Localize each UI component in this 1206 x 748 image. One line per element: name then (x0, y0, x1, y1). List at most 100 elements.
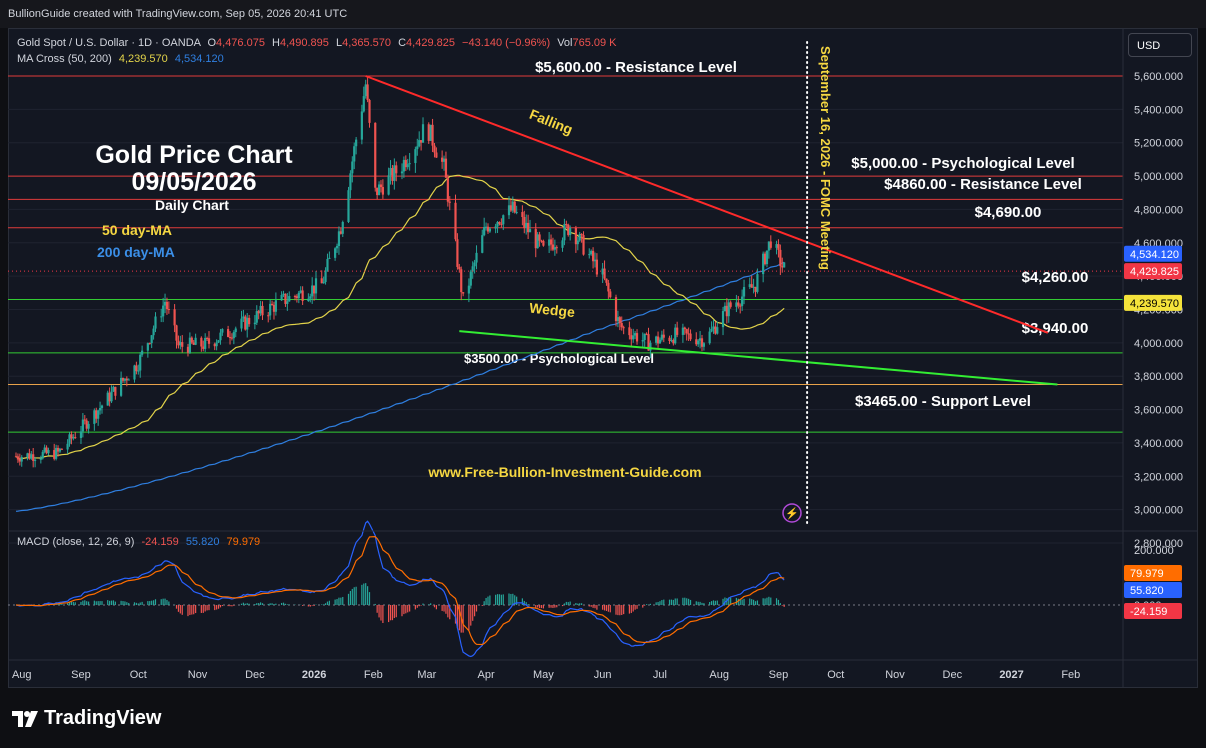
candle-body (34, 459, 37, 461)
candle-body (523, 217, 526, 228)
candle-body (645, 333, 648, 335)
time-tick-label: Aug (12, 669, 32, 681)
candle-body (421, 124, 425, 143)
candle-body (603, 268, 606, 279)
candle-body (66, 443, 69, 450)
candle-body (668, 337, 671, 342)
chart-canvas[interactable]: $5,600.00 - Resistance Level $5,000.00 - … (8, 28, 1198, 688)
candle-body (39, 458, 42, 460)
currency-button[interactable]: USD (1128, 33, 1192, 57)
time-tick-label: Nov (188, 669, 208, 681)
candle-body (165, 301, 169, 310)
candle-body (580, 233, 583, 236)
candle-body (681, 327, 684, 335)
macd-badge-bg (1124, 565, 1182, 581)
candle-body (649, 342, 652, 351)
candle-body (475, 252, 478, 263)
candle-body (607, 282, 610, 292)
macd-value: 55.820 (186, 536, 220, 548)
candle-body (714, 326, 717, 334)
candle-body (219, 332, 222, 341)
tradingview-wordmark: TradingView (44, 707, 162, 729)
candle-body (267, 315, 270, 317)
candle-body (502, 215, 505, 225)
candle-body (605, 278, 608, 283)
candle-body (548, 239, 551, 246)
candle-body (765, 250, 769, 265)
candle-body (234, 328, 237, 333)
candle-body (125, 378, 128, 381)
candle-body (741, 296, 744, 307)
candle-body (355, 139, 358, 147)
close-value: 4,429.825 (406, 37, 455, 49)
candle-body (248, 317, 251, 325)
candle-body (391, 168, 394, 181)
candle-body (320, 278, 323, 284)
candle-body (167, 309, 170, 311)
candle-body (123, 378, 127, 381)
macd-badge-bg (1124, 582, 1182, 598)
chart-frame[interactable] (8, 28, 1198, 688)
candle-body (213, 343, 216, 347)
lightning-icon[interactable]: ⚡ (782, 503, 802, 523)
level-label: $5,600.00 - Resistance Level (535, 59, 737, 76)
candle-body (112, 386, 115, 392)
candle-body (739, 305, 742, 307)
trendlines (365, 41, 1058, 526)
candle-body (471, 266, 474, 272)
candle-body (335, 245, 339, 249)
candle-body (121, 377, 125, 381)
candle-body (148, 343, 151, 345)
candle-body (616, 317, 620, 322)
ma200-path (15, 261, 785, 512)
candle-body (779, 249, 782, 267)
macd-badge-label: 55.820 (1130, 585, 1164, 597)
candle-body (549, 239, 553, 245)
candle-body (377, 184, 381, 196)
candle-body (272, 304, 276, 312)
open-value: 4,476.075 (216, 37, 265, 49)
fomc-annotation: September 16, 2026 - FOMC Meeting (818, 46, 833, 270)
time-tick-label: 2026 (302, 669, 326, 681)
attribution-text: BullionGuide created with TradingView.co… (8, 8, 348, 20)
candle-body (697, 340, 700, 345)
tradingview-logo[interactable]: TradingView (12, 707, 161, 730)
candle-body (79, 431, 83, 438)
candle-body (119, 377, 123, 396)
candle-body (286, 301, 289, 304)
candle-body (368, 99, 371, 123)
candle-body (387, 175, 390, 195)
level-label: $5,000.00 - Psychological Level (851, 155, 1074, 172)
candle-body (87, 423, 90, 429)
time-tick-label: Feb (364, 669, 383, 681)
candle-body (188, 337, 191, 353)
candle-body (135, 365, 138, 372)
macd-signal-line (15, 535, 785, 646)
candle-body (70, 434, 73, 439)
o-label: O (207, 37, 216, 49)
candle-body (288, 296, 291, 302)
candle-body (767, 241, 770, 251)
candle-body (98, 407, 102, 411)
candle-body (179, 342, 182, 346)
candle-body (314, 278, 318, 294)
candle-body (737, 302, 740, 306)
candle-body (538, 234, 541, 241)
candle-body (735, 302, 738, 307)
candle-body (347, 190, 350, 222)
time-tick-label: Dec (245, 669, 265, 681)
candle-body (259, 305, 262, 314)
price-tick-label: 5,000.000 (1134, 171, 1183, 183)
candle-body (282, 293, 285, 295)
candle-body (609, 291, 612, 298)
candle-body (509, 205, 513, 211)
candle-body (95, 410, 98, 419)
price-tick-label: 3,000.000 (1134, 505, 1183, 517)
candle-body (698, 338, 702, 341)
candle-body (152, 328, 155, 336)
candle-body (441, 157, 444, 162)
candle-body (525, 222, 528, 228)
candle-body (446, 177, 449, 202)
price-badge-label: 4,534.120 (1130, 249, 1179, 261)
candle-body (162, 305, 165, 317)
